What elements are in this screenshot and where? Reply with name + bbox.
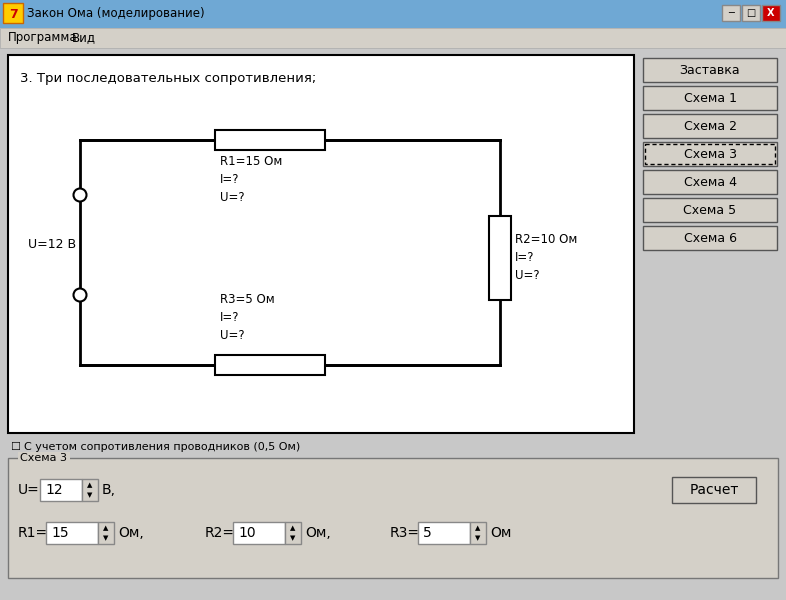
Text: □: □: [747, 8, 755, 18]
FancyBboxPatch shape: [8, 458, 778, 578]
FancyBboxPatch shape: [644, 171, 778, 195]
Bar: [40, 479, 82, 501]
Text: R2=: R2=: [205, 526, 235, 540]
Text: С учетом сопротивления проводников (0,5 Ом): С учетом сопротивления проводников (0,5 …: [24, 442, 300, 452]
FancyBboxPatch shape: [18, 452, 70, 464]
FancyBboxPatch shape: [643, 58, 777, 82]
Text: Закон Ома (моделирование): Закон Ома (моделирование): [27, 7, 204, 20]
Text: ▼: ▼: [476, 535, 481, 541]
Bar: [233, 522, 285, 544]
Text: 7: 7: [9, 7, 17, 20]
Text: ▲: ▲: [476, 525, 481, 531]
FancyBboxPatch shape: [673, 478, 757, 504]
Bar: [82, 479, 98, 501]
Circle shape: [74, 289, 86, 301]
Text: В,: В,: [102, 483, 116, 497]
Text: R3=5 Ом
I=?
U=?: R3=5 Ом I=? U=?: [220, 293, 275, 342]
Text: R1=: R1=: [18, 526, 48, 540]
FancyBboxPatch shape: [644, 227, 778, 251]
Text: R1=15 Ом
I=?
U=?: R1=15 Ом I=? U=?: [220, 155, 282, 204]
FancyBboxPatch shape: [643, 86, 777, 110]
Text: Ом,: Ом,: [118, 526, 144, 540]
Text: X: X: [767, 8, 775, 18]
Bar: [489, 216, 511, 300]
Text: ▼: ▼: [103, 535, 108, 541]
FancyBboxPatch shape: [742, 5, 760, 21]
FancyBboxPatch shape: [643, 114, 777, 138]
FancyBboxPatch shape: [643, 142, 777, 166]
FancyBboxPatch shape: [644, 87, 778, 111]
Bar: [46, 522, 98, 544]
Text: Программа: Программа: [8, 31, 78, 44]
FancyBboxPatch shape: [3, 3, 23, 23]
FancyBboxPatch shape: [644, 115, 778, 139]
Text: Заставка: Заставка: [680, 64, 740, 76]
FancyBboxPatch shape: [643, 226, 777, 250]
Text: 3. Три последовательных сопротивления;: 3. Три последовательных сопротивления;: [20, 72, 316, 85]
Text: ▲: ▲: [290, 525, 296, 531]
Text: Схема 6: Схема 6: [684, 232, 736, 245]
Text: R2=10 Ом
I=?
U=?: R2=10 Ом I=? U=?: [515, 233, 578, 282]
Text: 12: 12: [45, 483, 63, 497]
FancyBboxPatch shape: [762, 5, 780, 21]
FancyBboxPatch shape: [644, 199, 778, 223]
FancyBboxPatch shape: [0, 0, 786, 28]
Text: ▲: ▲: [87, 482, 93, 488]
FancyBboxPatch shape: [672, 477, 756, 503]
Text: Схема 2: Схема 2: [684, 119, 736, 133]
Text: ▼: ▼: [87, 492, 93, 498]
Text: Ом,: Ом,: [305, 526, 331, 540]
Text: U=: U=: [18, 483, 40, 497]
Text: Схема 3: Схема 3: [684, 148, 736, 160]
Text: 5: 5: [423, 526, 432, 540]
Text: Ом: Ом: [490, 526, 512, 540]
FancyBboxPatch shape: [643, 170, 777, 194]
Circle shape: [74, 188, 86, 202]
Bar: [470, 522, 486, 544]
Text: ▼: ▼: [290, 535, 296, 541]
Text: Расчет: Расчет: [689, 483, 739, 497]
FancyBboxPatch shape: [8, 55, 634, 433]
Text: Схема 1: Схема 1: [684, 91, 736, 104]
Text: ▲: ▲: [103, 525, 108, 531]
Text: ─: ─: [728, 8, 734, 18]
Bar: [215, 130, 325, 150]
Text: R3=: R3=: [390, 526, 420, 540]
Text: Схема 5: Схема 5: [684, 203, 736, 217]
Text: Схема 4: Схема 4: [684, 175, 736, 188]
FancyBboxPatch shape: [644, 59, 778, 83]
FancyBboxPatch shape: [0, 48, 786, 600]
Text: 15: 15: [51, 526, 68, 540]
FancyBboxPatch shape: [0, 28, 786, 48]
Text: U=12 В: U=12 В: [28, 238, 76, 251]
FancyBboxPatch shape: [644, 143, 778, 167]
Bar: [215, 355, 325, 375]
Bar: [98, 522, 114, 544]
Bar: [285, 522, 301, 544]
FancyBboxPatch shape: [643, 198, 777, 222]
Text: 10: 10: [238, 526, 255, 540]
Text: Вид: Вид: [72, 31, 96, 44]
Bar: [418, 522, 470, 544]
Text: Схема 3: Схема 3: [20, 453, 67, 463]
Text: ☐: ☐: [10, 442, 20, 452]
FancyBboxPatch shape: [722, 5, 740, 21]
